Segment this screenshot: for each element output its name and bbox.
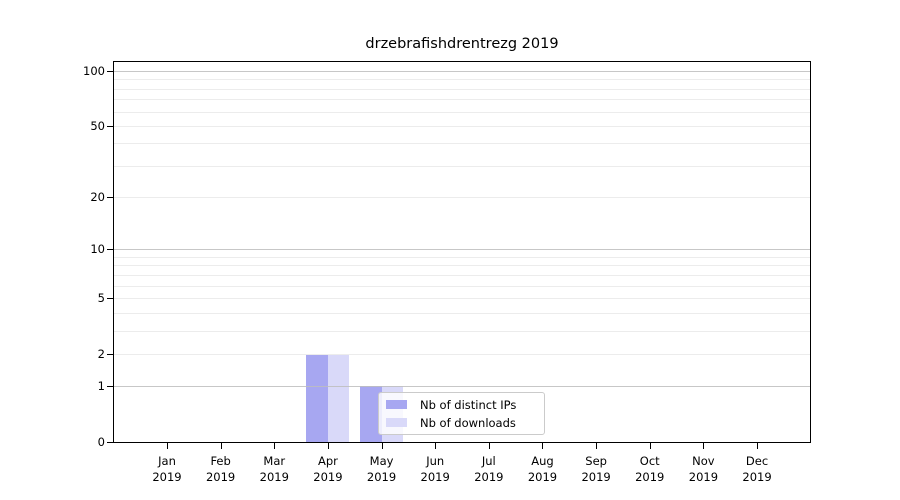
x-tick-jun — [435, 443, 437, 449]
legend-label-downloads: Nb of downloads — [420, 415, 516, 430]
x-tick-label-month: Sep — [585, 454, 607, 468]
y-tick-1 — [107, 386, 113, 388]
x-tick-label-month: Jul — [481, 454, 496, 468]
x-tick-label-month: Oct — [639, 454, 660, 468]
gridline-y-5 — [114, 297, 810, 299]
gridline-y-4 — [114, 312, 810, 314]
gridline-y-6 — [114, 285, 810, 287]
legend-swatch-distinct-ips-icon — [386, 400, 407, 409]
y-tick-label-2: 2 — [97, 346, 105, 361]
x-tick-label-year: 2019 — [742, 470, 772, 484]
bar-distinct-ips-apr — [306, 353, 328, 442]
x-tick-label-month: Jun — [426, 454, 445, 468]
gridline-y-80 — [114, 88, 810, 90]
x-tick-label-month: May — [369, 454, 394, 468]
gridline-y-8 — [114, 265, 810, 267]
gridline-y-70 — [114, 99, 810, 101]
legend-label-distinct-ips: Nb of distinct IPs — [420, 397, 517, 412]
x-tick-label-year: 2019 — [527, 470, 558, 484]
y-tick-20 — [107, 197, 113, 199]
x-tick-label-aug: Aug 2019 — [510, 453, 574, 485]
gridline-y-7 — [114, 274, 810, 276]
x-tick-label-year: 2019 — [635, 470, 665, 484]
x-tick-oct — [649, 443, 651, 449]
x-tick-may — [381, 443, 383, 449]
x-tick-label-apr: Apr 2019 — [296, 453, 360, 485]
x-tick-label-month: Nov — [692, 454, 715, 468]
bar-downloads-apr — [327, 353, 350, 442]
gridline-y-50 — [114, 125, 810, 127]
x-tick-label-year: 2019 — [205, 470, 236, 484]
y-tick-label-50: 50 — [90, 118, 105, 133]
x-tick-label-month: Apr — [317, 454, 338, 468]
legend-swatch-downloads-icon — [386, 418, 407, 427]
x-tick-mar — [274, 443, 276, 449]
x-tick-label-year: 2019 — [152, 470, 182, 484]
y-tick-label-100: 100 — [83, 64, 105, 79]
x-tick-sep — [596, 443, 598, 449]
x-tick-label-month: Aug — [531, 454, 554, 468]
x-tick-dec — [757, 443, 759, 449]
y-tick-50 — [107, 125, 113, 127]
x-tick-label-nov: Nov 2019 — [671, 453, 735, 485]
x-tick-label-jun: Jun 2019 — [403, 453, 467, 485]
gridline-y-20 — [114, 197, 810, 199]
x-tick-label-dec: Dec 2019 — [725, 453, 789, 485]
y-tick-2 — [107, 353, 113, 355]
x-tick-label-year: 2019 — [474, 470, 504, 484]
x-tick-label-jan: Jan 2019 — [135, 453, 199, 485]
x-tick-label-month: Jan — [158, 454, 176, 468]
y-tick-10 — [107, 249, 113, 251]
gridline-y-2 — [114, 353, 810, 355]
x-tick-jan — [167, 443, 168, 449]
gridline-y-1 — [114, 386, 810, 388]
x-tick-label-month: Mar — [263, 454, 286, 468]
gridline-y-100 — [114, 71, 810, 73]
x-tick-label-oct: Oct 2019 — [618, 453, 682, 485]
gridline-y-90 — [114, 79, 810, 81]
x-tick-label-year: 2019 — [313, 470, 343, 484]
bar-distinct-ips-may — [360, 386, 382, 442]
x-tick-label-feb: Feb 2019 — [189, 453, 253, 485]
gridline-y-40 — [114, 143, 810, 145]
gridline-y-10 — [114, 249, 810, 251]
x-tick-label-year: 2019 — [366, 470, 397, 484]
y-tick-label-20: 20 — [90, 190, 105, 205]
gridline-y-30 — [114, 165, 810, 167]
y-tick-100 — [107, 71, 113, 73]
x-tick-label-year: 2019 — [581, 470, 611, 484]
x-tick-label-year: 2019 — [420, 470, 450, 484]
gridline-y-3 — [114, 330, 810, 332]
chart-title: drzebrafishdrentrezg 2019 — [365, 36, 559, 52]
x-tick-jul — [488, 443, 490, 449]
x-tick-label-may: May 2019 — [350, 453, 414, 485]
y-tick-label-10: 10 — [90, 242, 105, 257]
x-tick-label-jul: Jul 2019 — [457, 453, 521, 485]
y-tick-5 — [107, 297, 113, 299]
x-tick-label-sep: Sep 2019 — [564, 453, 628, 485]
x-tick-label-year: 2019 — [259, 470, 289, 484]
x-tick-nov — [703, 443, 705, 449]
x-tick-label-mar: Mar 2019 — [242, 453, 306, 485]
x-tick-label-month: Dec — [745, 454, 769, 468]
y-tick-0 — [107, 442, 113, 443]
x-tick-aug — [542, 443, 544, 449]
y-tick-label-5: 5 — [97, 290, 105, 305]
y-tick-label-0: 0 — [97, 435, 105, 449]
x-tick-apr — [327, 443, 329, 449]
x-tick-label-month: Feb — [210, 454, 231, 468]
gridline-y-60 — [114, 111, 810, 113]
legend-item-downloads: Nb of downloads — [386, 416, 537, 430]
x-tick-label-year: 2019 — [688, 470, 719, 484]
x-tick-feb — [220, 443, 222, 449]
legend-item-distinct-ips: Nb of distinct IPs — [386, 398, 537, 412]
gridline-y-9 — [114, 256, 810, 258]
legend: Nb of distinct IPs Nb of downloads — [378, 392, 545, 435]
plot-area: Nb of distinct IPs Nb of downloads — [113, 61, 811, 443]
y-tick-label-1: 1 — [97, 379, 105, 394]
